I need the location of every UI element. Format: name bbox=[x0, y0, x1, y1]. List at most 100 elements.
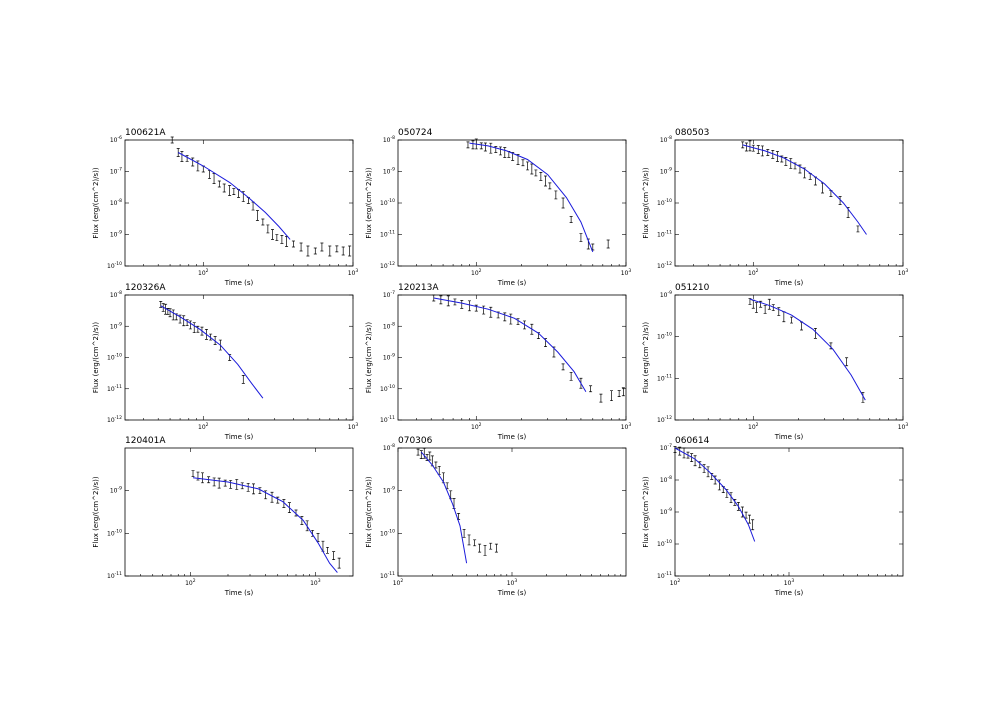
data-point bbox=[751, 519, 755, 531]
data-point bbox=[228, 185, 232, 196]
panel-050724: 050724 102 103 10-8 10-9 10-10 10-11 10-12 Time … bbox=[365, 128, 631, 287]
data-point bbox=[240, 482, 244, 490]
x-axis-label: Time (s) bbox=[774, 279, 804, 287]
data-point bbox=[813, 328, 817, 339]
data-point bbox=[285, 236, 289, 247]
data-point bbox=[416, 448, 420, 456]
data-point bbox=[467, 534, 471, 546]
data-point bbox=[276, 496, 280, 504]
x-tick-label: 103 bbox=[898, 268, 909, 277]
data-point bbox=[763, 305, 767, 314]
data-point bbox=[168, 308, 172, 318]
y-tick-label: 10-7 bbox=[383, 290, 395, 299]
y-tick-label: 10-11 bbox=[107, 384, 122, 393]
data-point bbox=[460, 300, 464, 309]
y-tick-label: 10-11 bbox=[107, 571, 122, 580]
panel-title: 070306 bbox=[398, 436, 433, 446]
model-curve bbox=[469, 142, 594, 253]
y-tick-label: 10-8 bbox=[383, 443, 395, 452]
y-tick-label: 10-10 bbox=[107, 353, 122, 362]
data-point bbox=[196, 325, 200, 333]
data-point bbox=[313, 247, 317, 255]
x-tick-label: 103 bbox=[348, 422, 359, 431]
data-point bbox=[337, 557, 341, 569]
y-tick-label: 10-10 bbox=[380, 384, 395, 393]
y-tick-label: 10-9 bbox=[110, 321, 122, 330]
y-tick-label: 10-12 bbox=[107, 415, 122, 424]
data-point bbox=[861, 391, 865, 403]
x-tick-label: 103 bbox=[784, 578, 795, 587]
data-point bbox=[223, 479, 227, 487]
data-point bbox=[845, 357, 849, 367]
data-point bbox=[171, 309, 175, 321]
panel-title: 120213A bbox=[398, 283, 439, 293]
panel-title: 100621A bbox=[125, 128, 166, 138]
y-tick-label: 10-9 bbox=[383, 167, 395, 176]
data-point bbox=[766, 149, 770, 156]
data-point bbox=[325, 546, 329, 554]
data-point bbox=[760, 145, 764, 157]
data-point bbox=[328, 245, 332, 257]
y-axis-label: Flux (erg/(cm^2)/s)) bbox=[92, 476, 100, 548]
y-tick-label: 10-10 bbox=[657, 198, 672, 207]
data-point bbox=[246, 482, 250, 492]
y-tick-label: 10-11 bbox=[380, 415, 395, 424]
y-axis-label: Flux (erg/(cm^2)/s)) bbox=[642, 476, 650, 548]
x-tick-label: 103 bbox=[621, 422, 632, 431]
data-point bbox=[617, 390, 621, 397]
data-point bbox=[422, 447, 426, 459]
y-tick-label: 10-12 bbox=[380, 261, 395, 270]
data-point bbox=[744, 511, 748, 519]
x-tick-label: 103 bbox=[621, 268, 632, 277]
data-point bbox=[332, 551, 336, 560]
data-point bbox=[509, 313, 513, 325]
data-point bbox=[489, 142, 493, 154]
data-point bbox=[159, 301, 163, 308]
axes-frame bbox=[124, 447, 354, 577]
axes-frame bbox=[124, 139, 354, 267]
panel-120213A: 120213A 102 103 10-7 10-8 10-9 10-10 10-11 Time … bbox=[365, 283, 631, 441]
data-point bbox=[771, 150, 775, 159]
data-point bbox=[790, 316, 794, 324]
data-point bbox=[516, 318, 520, 326]
data-point bbox=[229, 480, 233, 489]
data-point bbox=[462, 528, 466, 538]
x-axis-label: Time (s) bbox=[497, 589, 527, 597]
y-tick-label: 10-7 bbox=[660, 443, 672, 452]
axes-frame bbox=[674, 294, 904, 421]
data-point bbox=[188, 320, 192, 330]
data-point bbox=[275, 234, 279, 241]
data-point bbox=[252, 483, 256, 495]
data-point bbox=[258, 487, 262, 495]
data-point bbox=[207, 170, 211, 179]
data-point bbox=[767, 298, 771, 310]
data-point bbox=[299, 242, 303, 252]
x-tick-label: 102 bbox=[185, 578, 196, 587]
data-point bbox=[856, 225, 860, 233]
x-tick-label: 102 bbox=[471, 268, 482, 277]
data-point bbox=[744, 142, 748, 152]
data-point bbox=[569, 216, 573, 223]
data-point bbox=[217, 180, 221, 188]
y-tick-label: 10-12 bbox=[657, 261, 672, 270]
data-point bbox=[478, 543, 482, 553]
data-point bbox=[599, 393, 603, 403]
data-point bbox=[503, 312, 507, 322]
x-tick-label: 102 bbox=[670, 578, 681, 587]
panel-100621A: 100621A 102 103 10-6 10-7 10-8 10-9 10-10 Time (… bbox=[92, 128, 358, 287]
data-point bbox=[489, 306, 493, 318]
data-point bbox=[294, 509, 298, 517]
data-point bbox=[800, 321, 804, 331]
data-point bbox=[561, 197, 565, 209]
data-point bbox=[673, 446, 677, 453]
y-axis-label: Flux (erg/(cm^2)/s)) bbox=[642, 322, 650, 394]
y-axis-label: Flux (erg/(cm^2)/s)) bbox=[642, 167, 650, 239]
data-point bbox=[170, 136, 174, 144]
y-tick-label: 10-9 bbox=[383, 486, 395, 495]
y-tick-label: 10-10 bbox=[657, 332, 672, 341]
data-point bbox=[494, 543, 498, 553]
data-point bbox=[432, 294, 436, 302]
data-point bbox=[483, 544, 487, 556]
axes-frame bbox=[397, 447, 627, 577]
panel-title: 120401A bbox=[125, 436, 166, 446]
